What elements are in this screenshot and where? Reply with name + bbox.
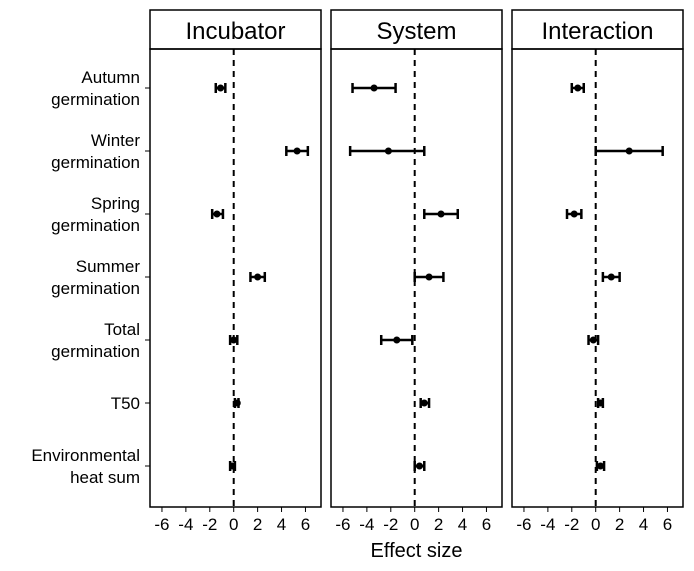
- estimate-point: [570, 210, 578, 218]
- x-tick-label: 6: [482, 515, 491, 534]
- x-tick-label: -6: [516, 515, 531, 534]
- estimate-point: [230, 336, 238, 344]
- category-label: Summer: [76, 257, 141, 276]
- x-tick-label: -2: [564, 515, 579, 534]
- category-label: Environmental: [31, 446, 140, 465]
- estimate-point: [596, 399, 604, 407]
- x-tick-label: 4: [639, 515, 648, 534]
- category-label: Autumn: [81, 68, 140, 87]
- category-label: Spring: [91, 194, 140, 213]
- category-label: germination: [51, 216, 140, 235]
- estimate-point: [384, 147, 392, 155]
- x-tick-label: -4: [359, 515, 374, 534]
- x-tick-label: 4: [277, 515, 286, 534]
- panel-plot-area: [149, 48, 322, 508]
- estimate-point: [293, 147, 301, 155]
- x-tick-label: 4: [458, 515, 467, 534]
- estimate-point: [217, 84, 225, 92]
- x-tick-label: 6: [663, 515, 672, 534]
- x-tick-label: -6: [154, 515, 169, 534]
- panel-plot-area: [511, 48, 684, 508]
- panel-header: [330, 9, 503, 50]
- estimate-point: [589, 336, 597, 344]
- estimate-point: [437, 210, 445, 218]
- x-axis-label: Effect size: [371, 540, 463, 562]
- estimate-point: [420, 399, 428, 407]
- category-label: T50: [111, 394, 140, 413]
- x-tick-label: -6: [335, 515, 350, 534]
- estimate-point: [415, 462, 423, 470]
- estimate-point: [393, 336, 401, 344]
- category-label: Winter: [91, 131, 140, 150]
- x-tick-label: -4: [178, 515, 193, 534]
- x-tick-label: -2: [202, 515, 217, 534]
- estimate-point: [425, 273, 433, 281]
- category-label: germination: [51, 279, 140, 298]
- category-label: heat sum: [70, 468, 140, 487]
- estimate-point: [574, 84, 582, 92]
- panel-title: Interaction: [541, 18, 653, 45]
- panel-header: [511, 9, 684, 50]
- category-label: Total: [104, 320, 140, 339]
- estimate-point: [229, 462, 237, 470]
- x-tick-label: -4: [540, 515, 555, 534]
- panel-title: Incubator: [185, 18, 285, 45]
- panel-title: System: [376, 18, 456, 45]
- estimate-point: [370, 84, 378, 92]
- estimate-point: [625, 147, 633, 155]
- category-label: germination: [51, 153, 140, 172]
- estimate-point: [596, 462, 604, 470]
- estimate-point: [213, 210, 221, 218]
- category-label: germination: [51, 342, 140, 361]
- estimate-point: [254, 273, 262, 281]
- x-tick-label: 2: [615, 515, 624, 534]
- category-label: germination: [51, 90, 140, 109]
- x-tick-label: 2: [253, 515, 262, 534]
- x-tick-label: 0: [591, 515, 600, 534]
- panel-plot-area: [330, 48, 503, 508]
- x-tick-label: 0: [229, 515, 238, 534]
- x-tick-label: 0: [410, 515, 419, 534]
- estimate-point: [607, 273, 615, 281]
- x-tick-label: 6: [301, 515, 310, 534]
- estimate-point: [233, 399, 241, 407]
- x-tick-label: 2: [434, 515, 443, 534]
- x-tick-label: -2: [383, 515, 398, 534]
